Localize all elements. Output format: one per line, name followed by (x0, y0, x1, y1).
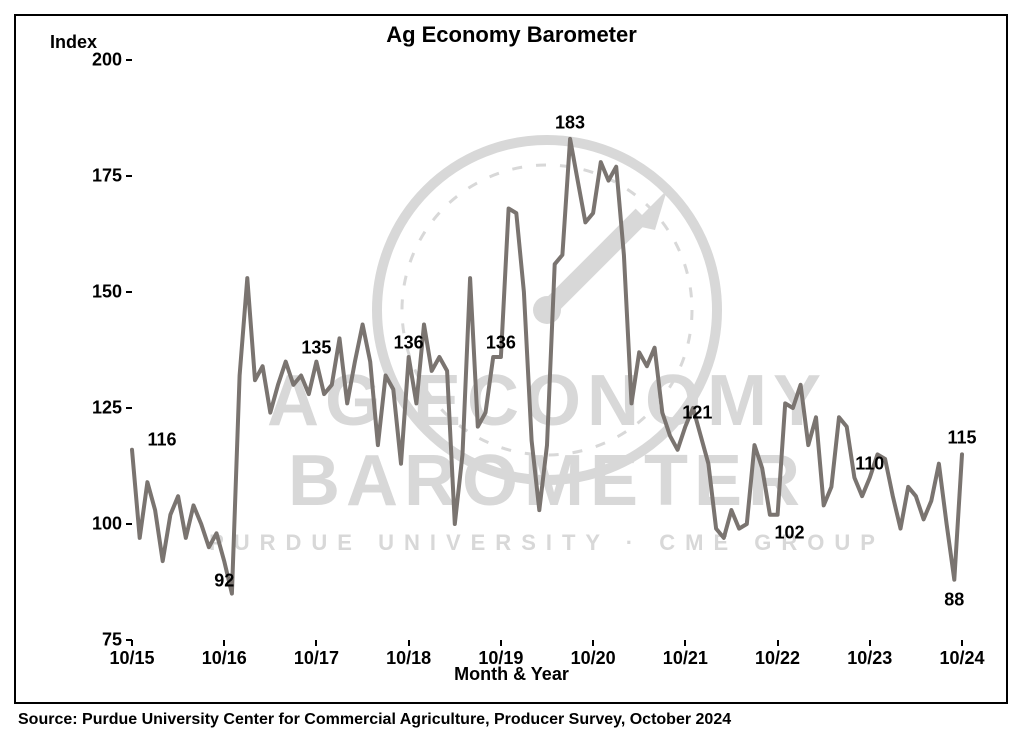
y-tick-label: 100 (92, 514, 122, 535)
y-tick-label: 175 (92, 166, 122, 187)
data-label: 110 (855, 453, 884, 474)
x-tick-mark (961, 640, 963, 646)
series-line (132, 139, 962, 594)
y-axis-label: Index (50, 32, 97, 53)
y-tick-mark (126, 175, 132, 177)
x-tick-mark (223, 640, 225, 646)
source-text: Source: Purdue University Center for Com… (18, 711, 731, 729)
y-tick-mark (126, 407, 132, 409)
data-label: 136 (486, 332, 516, 353)
data-label: 88 (944, 589, 964, 610)
line-plot (132, 60, 962, 640)
data-label: 183 (555, 112, 585, 133)
data-label: 102 (775, 522, 805, 543)
data-label: 135 (301, 337, 331, 358)
x-tick-mark (408, 640, 410, 646)
data-label: 136 (394, 332, 424, 353)
y-tick-mark (126, 59, 132, 61)
x-axis-label: Month & Year (0, 664, 1023, 685)
x-tick-mark (869, 640, 871, 646)
x-tick-mark (684, 640, 686, 646)
data-label: 116 (147, 429, 176, 450)
x-tick-mark (500, 640, 502, 646)
plot-area: AG ECONOMY BAROMETER PURDUE UNIVERSITY ·… (132, 60, 962, 640)
y-tick-label: 200 (92, 50, 122, 71)
y-tick-label: 125 (92, 398, 122, 419)
chart-container: Ag Economy Barometer Index AG ECONOMY BA… (0, 0, 1023, 743)
data-label: 121 (682, 402, 712, 423)
data-label: 92 (214, 571, 234, 592)
y-tick-mark (126, 523, 132, 525)
data-label: 115 (947, 428, 976, 449)
x-tick-mark (777, 640, 779, 646)
y-tick-mark (126, 291, 132, 293)
chart-title: Ag Economy Barometer (0, 22, 1023, 48)
y-tick-label: 150 (92, 282, 122, 303)
x-tick-mark (131, 640, 133, 646)
x-tick-mark (592, 640, 594, 646)
x-tick-mark (315, 640, 317, 646)
